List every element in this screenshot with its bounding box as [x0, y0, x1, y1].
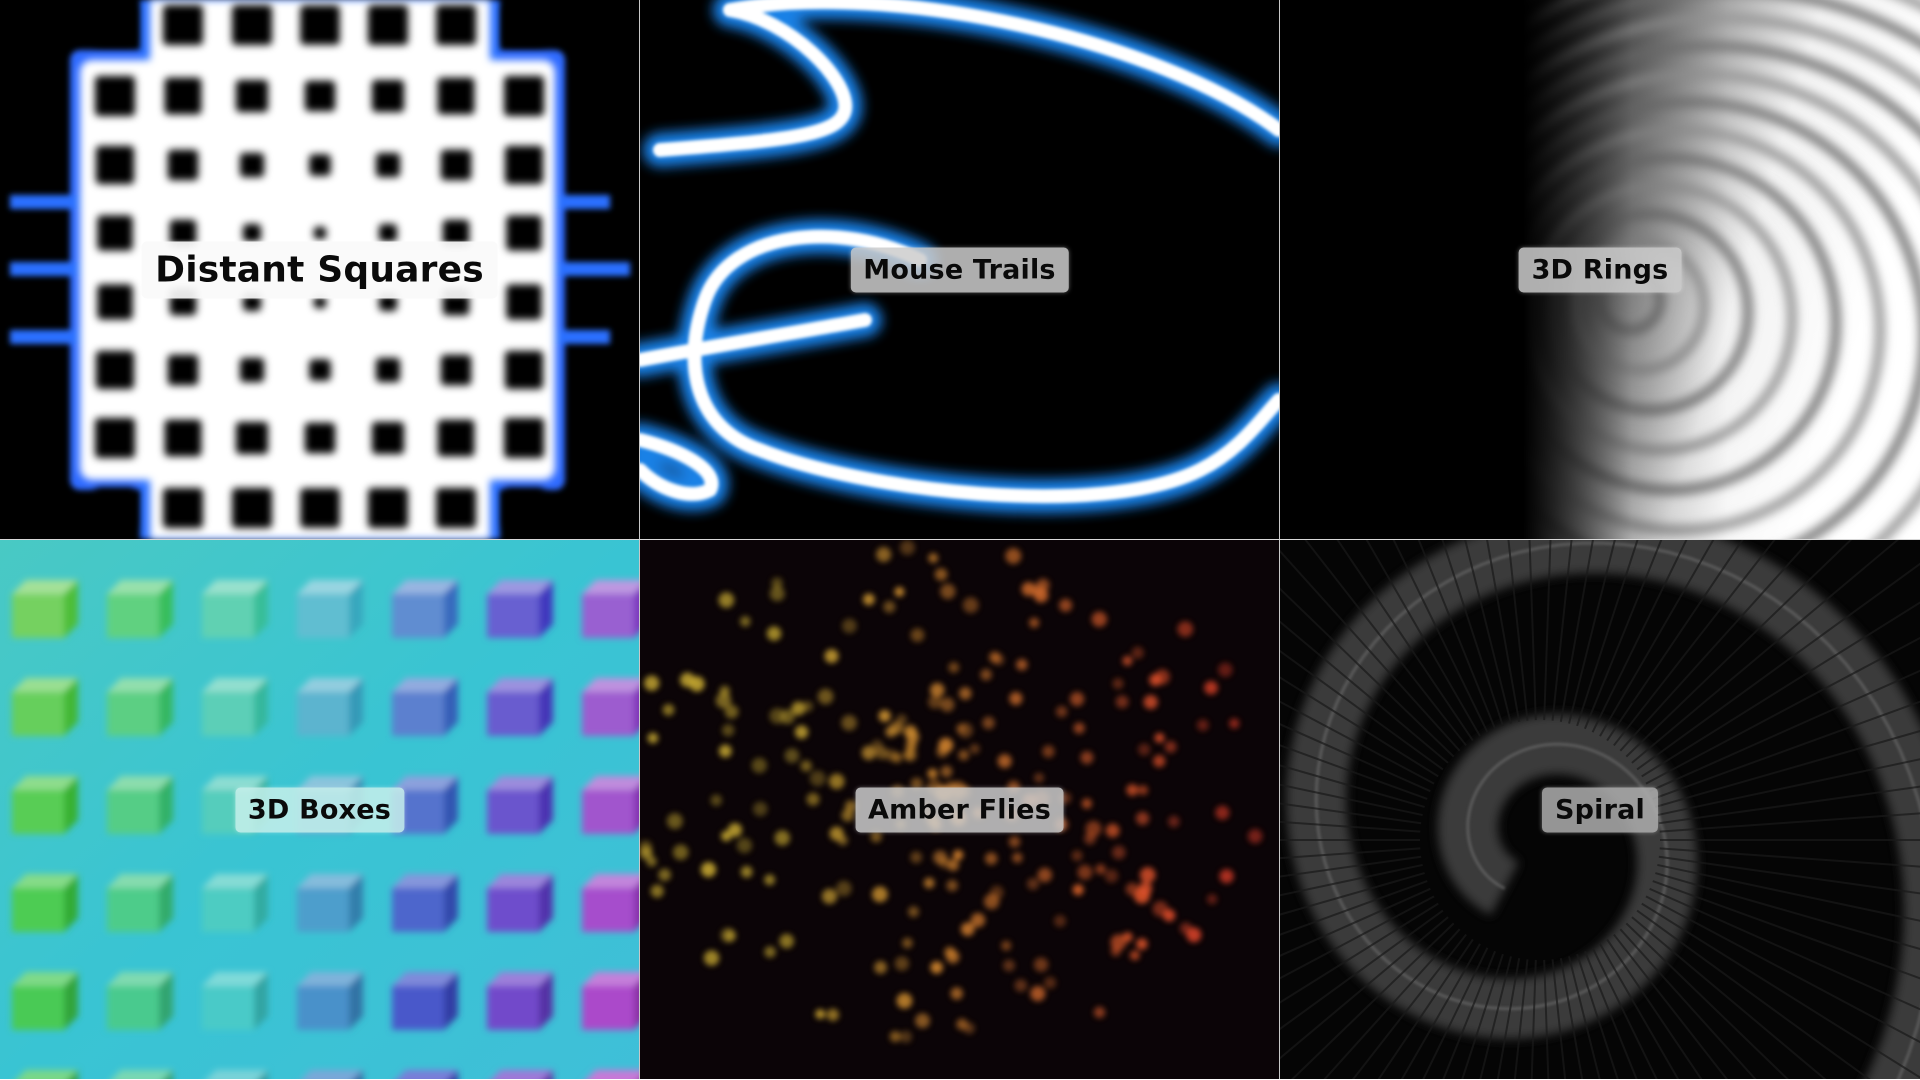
tile-amber-flies[interactable]: Amber Flies — [640, 540, 1279, 1079]
tile-mouse-trails[interactable]: Mouse Trails — [640, 0, 1279, 539]
divider — [1279, 540, 1280, 1079]
tile-spiral[interactable]: Spiral — [1280, 540, 1920, 1079]
tile-3d-rings[interactable]: 3D Rings — [1280, 0, 1920, 539]
tile-distant-squares[interactable]: Distant Squares — [0, 0, 639, 539]
tile-label-amber-flies: Amber Flies — [855, 787, 1064, 832]
tile-label-spiral: Spiral — [1541, 787, 1659, 832]
divider — [639, 540, 640, 1079]
tile-label-3d-rings: 3D Rings — [1518, 247, 1682, 292]
divider — [1279, 0, 1280, 539]
divider — [0, 539, 1920, 540]
divider — [639, 0, 640, 539]
tile-label-3d-boxes: 3D Boxes — [234, 787, 405, 832]
tile-label-distant-squares: Distant Squares — [141, 241, 498, 298]
mouse-trails-preview — [640, 0, 1279, 514]
tile-3d-boxes[interactable]: 3D Boxes — [0, 540, 639, 1079]
tile-label-mouse-trails: Mouse Trails — [850, 247, 1069, 292]
